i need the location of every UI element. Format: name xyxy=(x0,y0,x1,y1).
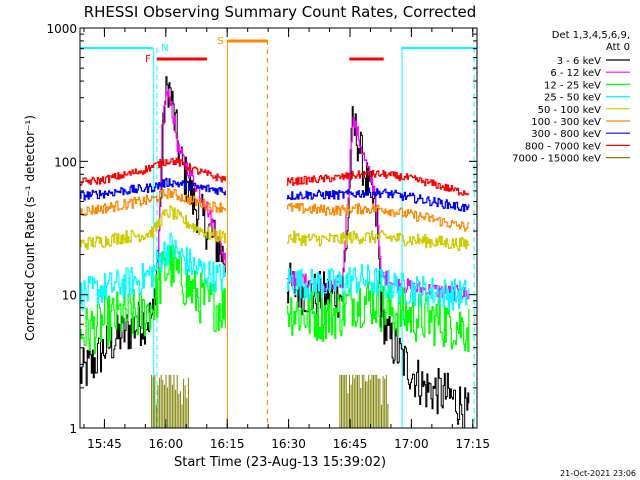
legend-entry-label: 6 - 12 keV xyxy=(550,68,601,79)
legend-title-line: Det 1,3,4,5,6,9, xyxy=(552,30,630,41)
legend-entry-label: 800 - 7000 keV xyxy=(525,141,601,152)
x-tick-label: 16:30 xyxy=(271,437,306,451)
legend-entry-label: 300 - 800 keV xyxy=(531,129,601,140)
series-line-6-0 xyxy=(80,177,226,201)
plot-frame xyxy=(79,27,478,429)
series-line-3-1 xyxy=(286,264,470,311)
chart-title: RHESSI Observing Summary Count Rates, Co… xyxy=(84,3,477,21)
saa-label: S xyxy=(217,36,223,47)
series-line-5-0 xyxy=(80,188,226,217)
y-tick-label: 10 xyxy=(62,289,77,303)
legend-title-line: Att 0 xyxy=(606,42,630,53)
series-line-4-1 xyxy=(286,230,470,252)
series-line-5-1 xyxy=(286,202,470,232)
y-tick-label: 1 xyxy=(69,422,77,436)
series-line-6-1 xyxy=(286,187,470,212)
flare-label: F xyxy=(145,54,151,65)
y-tick-label: 1000 xyxy=(46,22,77,36)
legend-entry-label: 25 - 50 keV xyxy=(544,93,601,104)
series-line-3-0 xyxy=(80,232,226,311)
legend-entry-label: 7000 - 15000 keV xyxy=(512,154,601,165)
series-line-7-1 xyxy=(286,169,470,196)
plot-area: S NF xyxy=(80,36,477,429)
y-axis: 1 10 100 1000 xyxy=(46,22,477,436)
series-line-4-0 xyxy=(80,205,226,250)
y-axis-label: Corrected Count Rate (s⁻¹ detector⁻¹) xyxy=(23,115,37,341)
legend-entry-label: 3 - 6 keV xyxy=(557,56,601,67)
series-line-0-1 xyxy=(286,106,470,429)
x-axis: 15:45 16:00 16:15 16:30 16:45 17:00 17:15 xyxy=(83,28,490,451)
x-tick-label: 16:00 xyxy=(149,437,184,451)
x-tick-label: 15:45 xyxy=(87,437,122,451)
series-line-7-0 xyxy=(80,157,226,186)
night-label: N xyxy=(161,43,168,54)
legend-entry-label: 12 - 25 keV xyxy=(544,80,601,91)
y-tick-label: 100 xyxy=(54,155,77,169)
x-tick-label: 16:15 xyxy=(210,437,245,451)
x-tick-label: 17:00 xyxy=(394,437,429,451)
legend-entry-label: 50 - 100 keV xyxy=(538,105,602,116)
footer-date: 21-Oct-2021 23:06 xyxy=(560,469,636,478)
x-tick-label: 17:15 xyxy=(455,437,490,451)
x-tick-label: 16:45 xyxy=(333,437,368,451)
series-line-1-0 xyxy=(157,88,226,269)
x-axis-label: Start Time (23-Aug-13 15:39:02) xyxy=(174,455,386,470)
legend-entry-label: 100 - 300 keV xyxy=(531,117,601,128)
